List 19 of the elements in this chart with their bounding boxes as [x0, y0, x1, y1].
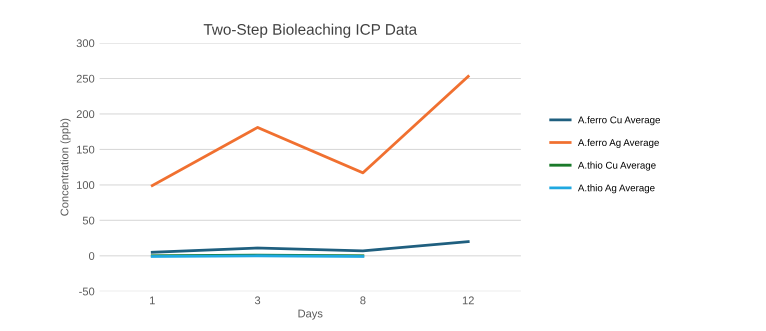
legend-label: A.ferro Ag Average — [578, 138, 659, 148]
legend-label: A.thio Ag Average — [578, 184, 655, 194]
y-tick-label: 100 — [77, 181, 94, 190]
y-tick-label: 300 — [76, 39, 94, 48]
y-axis-title: Concentration (ppb) — [60, 118, 71, 216]
y-tick-label: -50 — [79, 288, 94, 296]
x-axis-title: Days — [298, 310, 322, 320]
y-tick-label: 150 — [77, 146, 94, 154]
legend-label: A.thio Cu Average — [578, 162, 656, 171]
chart-title: Two-Step Bioleaching ICP Data — [204, 24, 418, 38]
y-tick-label: 250 — [76, 74, 94, 83]
x-tick-label: 8 — [360, 296, 366, 304]
x-tick-label: 12 — [462, 296, 474, 304]
y-tick-label: 200 — [76, 110, 94, 118]
y-tick-label: 50 — [82, 216, 94, 224]
x-tick-label: 3 — [254, 296, 260, 304]
x-tick-label: 1 — [150, 296, 155, 304]
legend-label: A.ferro Cu Average — [578, 116, 660, 126]
y-tick-label: 0 — [88, 252, 94, 260]
